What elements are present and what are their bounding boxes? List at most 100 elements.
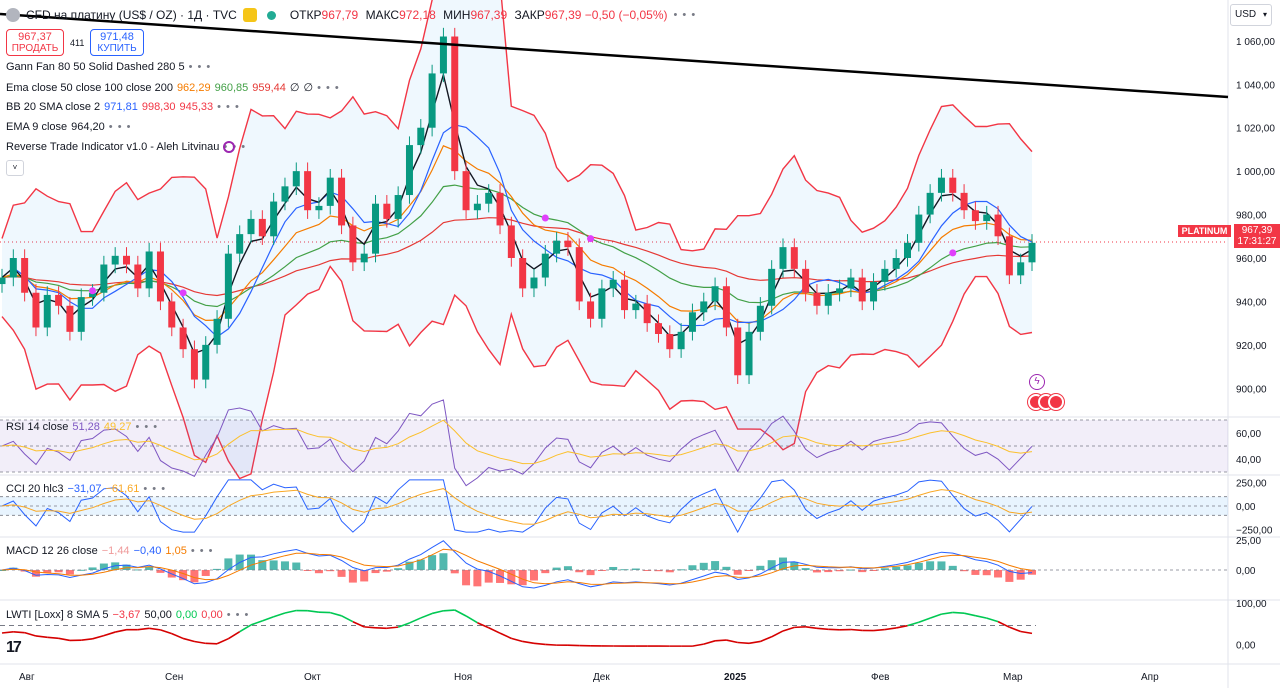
pane-legend[interactable]: MACD 12 26 close −1,44 −0,40 1,05 • • • — [6, 545, 214, 557]
lwti-segment — [194, 640, 206, 645]
time-axis-label: 2025 — [724, 672, 747, 683]
candle-body — [213, 318, 221, 345]
candle — [870, 273, 878, 311]
pane-value: 1,05 — [165, 545, 187, 557]
macd-histogram-bar — [563, 566, 572, 570]
tradingview-logo[interactable]: 17 — [6, 639, 22, 656]
more-icon[interactable]: • • • — [188, 61, 212, 73]
candle — [519, 249, 527, 298]
candle — [66, 297, 74, 341]
lwti-segment — [92, 634, 105, 640]
candle-body — [247, 218, 255, 235]
macd-histogram-bar — [677, 569, 686, 571]
lwti-segment — [522, 640, 535, 645]
macd-histogram-bar — [337, 570, 346, 577]
candle — [688, 303, 696, 341]
candle — [971, 201, 979, 230]
candle — [847, 268, 855, 298]
buy-button[interactable]: 971,48 КУПИТЬ — [90, 29, 144, 56]
indicator-value: ∅ — [289, 82, 300, 94]
symbol-title[interactable]: CFD на платину (US$ / OZ) · 1Д · TVC — [26, 8, 237, 22]
indicator-legend[interactable]: BB 20 SMA close 2 971,81 998,30 945,33 • • • — [6, 101, 240, 113]
bollinger-fill — [2, 0, 1032, 479]
lwti-segment — [1009, 626, 1021, 633]
lwti-segment — [24, 631, 37, 637]
candle — [111, 247, 119, 274]
price-axis-label: 940,00 — [1236, 297, 1267, 308]
macd-axis-label: 0,00 — [1236, 566, 1256, 577]
lwti-segment — [828, 628, 840, 631]
economic-events-icon[interactable] — [1028, 394, 1064, 410]
macd-histogram-bar — [1016, 570, 1025, 580]
lwti-segment — [386, 626, 399, 630]
collapse-legend-button[interactable]: ˅ — [6, 160, 24, 176]
candle-body — [394, 195, 402, 219]
lwti-segment — [239, 624, 252, 633]
lwti-segment — [782, 626, 795, 632]
macd-histogram-bar — [631, 568, 640, 570]
candle-body — [802, 268, 810, 293]
rsi-axis-label: 40,00 — [1236, 455, 1261, 466]
macd-histogram-bar — [654, 570, 663, 572]
more-icon[interactable]: • • • — [190, 545, 214, 557]
macd-histogram-bar — [733, 570, 742, 575]
pane-legend[interactable]: CCI 20 hlc3 −31,07 −61,61 • • • — [6, 483, 166, 495]
more-icon[interactable]: • • • — [317, 81, 340, 94]
bar-countdown: 17:31:27 — [1237, 236, 1277, 247]
macd-histogram-bar — [994, 570, 1003, 578]
candle — [824, 284, 832, 315]
macd-histogram-bar — [1005, 570, 1014, 582]
candle — [507, 216, 515, 267]
flash-icon[interactable]: ϟ — [1029, 374, 1045, 390]
more-icon[interactable]: • • • — [108, 121, 132, 133]
candle-body — [745, 331, 753, 376]
lwti-segment — [284, 609, 297, 614]
candle — [156, 242, 164, 311]
lwti-segment — [918, 617, 931, 623]
rsi-line — [1, 399, 1033, 487]
sell-label: ПРОДАТЬ — [11, 43, 59, 54]
more-icon[interactable]: • • • — [217, 101, 240, 113]
candle-body — [813, 292, 821, 306]
cci-line — [1, 479, 1033, 534]
candle-body — [666, 334, 674, 350]
indicator-legend[interactable]: Gann Fan 80 50 Solid Dashed 280 5 • • • — [6, 61, 211, 73]
candle-body — [960, 192, 968, 211]
bollinger-lower — [1, 265, 1033, 480]
candle-body — [439, 36, 447, 74]
more-icon[interactable]: • • • — [673, 9, 697, 21]
candle-body — [179, 327, 187, 350]
macd-histogram-bar — [778, 557, 787, 570]
macd-histogram-bar — [99, 563, 108, 570]
indicator-value: ∅ — [303, 82, 314, 94]
candle-body — [202, 344, 210, 380]
more-icon[interactable]: • • • — [143, 483, 167, 495]
indicator-settings-icon[interactable] — [223, 141, 235, 153]
pane-legend[interactable]: LWTI [Loxx] 8 SMA 5 −3,67 50,00 0,00 0,00 • •… — [6, 609, 249, 621]
lightning-icon[interactable] — [242, 8, 257, 22]
more-icon[interactable]: • • • — [226, 609, 250, 621]
pane-legend[interactable]: RSI 14 close 51,28 49,27 • • • — [6, 421, 158, 433]
candle — [349, 216, 357, 272]
macd-histogram-bar — [201, 570, 210, 576]
candle-body — [847, 277, 855, 289]
macd-histogram-bar — [643, 570, 652, 571]
indicator-legend[interactable]: Reverse Trade Indicator v1.0 - Aleh Litv… — [6, 141, 246, 153]
macd-histogram-bar — [665, 570, 674, 573]
indicator-legend[interactable]: Ema close 50 close 100 close 200 962,29 96… — [6, 81, 340, 95]
currency-select[interactable]: USD ▾ — [1230, 4, 1272, 26]
sell-button[interactable]: 967,37 ПРОДАТЬ — [6, 29, 64, 56]
candle-body — [9, 258, 17, 278]
macd-histogram-bar — [688, 565, 697, 570]
lwti-segment — [397, 622, 410, 628]
buy-price: 971,48 — [100, 31, 134, 43]
indicator-legend[interactable]: EMA 9 close 964,20 • • • — [6, 121, 131, 133]
candle — [32, 284, 40, 337]
candle-body — [281, 186, 289, 202]
more-icon[interactable]: • • • — [135, 421, 159, 433]
candle-body — [349, 225, 357, 263]
macd-histogram-bar — [960, 570, 969, 572]
candle-body — [372, 203, 380, 254]
candle-body — [43, 294, 51, 328]
